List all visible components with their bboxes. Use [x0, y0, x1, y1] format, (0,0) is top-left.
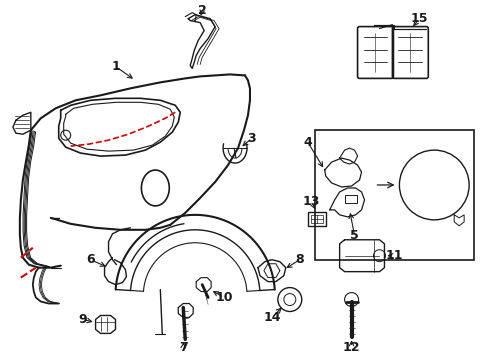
Text: 14: 14	[263, 311, 280, 324]
Text: 3: 3	[247, 132, 256, 145]
Bar	[344, 195, 356, 203]
Text: 5: 5	[349, 229, 358, 242]
Text: 15: 15	[410, 12, 427, 25]
Bar	[307, 212, 325, 226]
Text: 7: 7	[179, 341, 187, 354]
Text: 10: 10	[215, 291, 232, 304]
Text: 13: 13	[303, 195, 320, 208]
Text: 1: 1	[111, 60, 120, 73]
Text: 11: 11	[385, 249, 402, 262]
Bar	[310, 215, 322, 223]
Text: 6: 6	[86, 253, 95, 266]
Text: 8: 8	[295, 253, 304, 266]
Text: 4: 4	[303, 136, 311, 149]
Text: 9: 9	[78, 313, 87, 326]
Bar	[314, 130, 473, 260]
Text: 12: 12	[342, 341, 360, 354]
Text: 2: 2	[197, 4, 206, 17]
